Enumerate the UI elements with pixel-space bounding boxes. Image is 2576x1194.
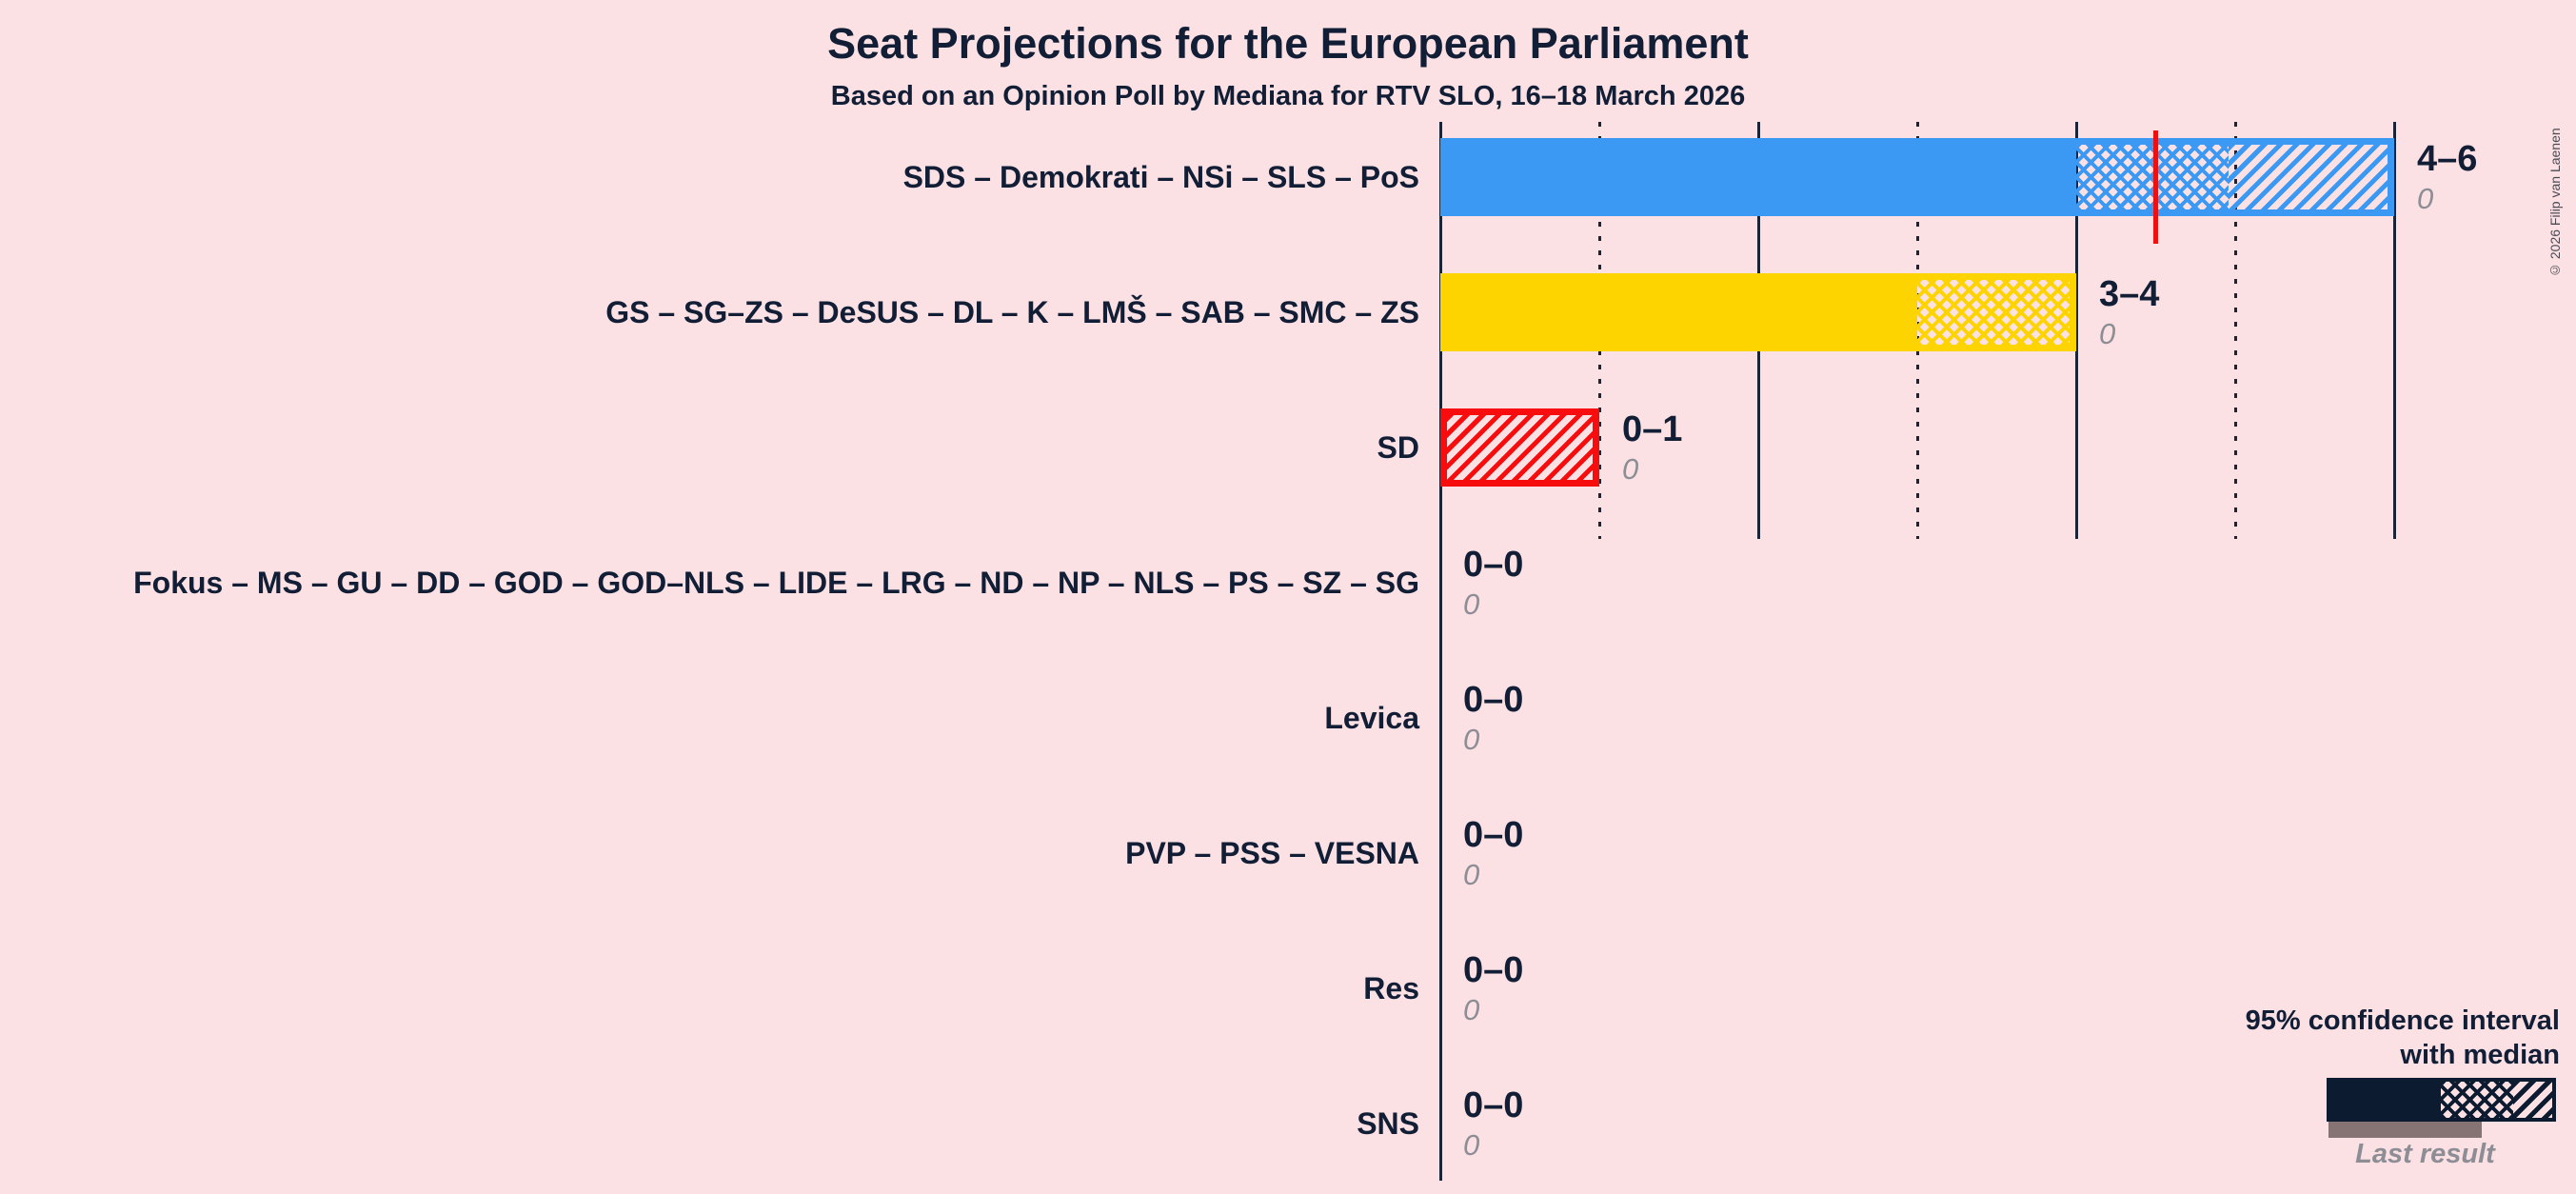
legend-ci-sample-bar <box>2327 1078 2556 1122</box>
bar-diagonal-hatch-2 <box>1447 415 1593 480</box>
bar-outlined-2 <box>1440 408 1599 487</box>
last-result-value-1: 0 <box>2099 317 2116 350</box>
party-label-0: SDS – Demokrati – NSi – SLS – PoS <box>902 160 1419 194</box>
chart-subtitle: Based on an Opinion Poll by Mediana for … <box>830 81 1746 111</box>
last-result-value-4: 0 <box>1463 723 1480 756</box>
bar-diagonal-hatch-0 <box>2229 145 2388 209</box>
party-label-1: GS – SG–ZS – DeSUS – DL – K – LMŠ – SAB … <box>605 295 1419 329</box>
gridline-dotted-5 <box>2233 122 2237 539</box>
bar-hatch-section-1 <box>1917 273 2076 351</box>
bar-hatch-section-0 <box>2076 138 2394 216</box>
bar-crosshatch-0 <box>2076 145 2229 209</box>
legend-diagonal-segment <box>2513 1082 2552 1118</box>
last-result-value-7: 0 <box>1463 1128 1480 1162</box>
ci-value-5: 0–0 <box>1463 815 1524 855</box>
value-group-7: 0–0 0 <box>1463 1084 1523 1164</box>
ci-value-1: 3–4 <box>2099 274 2160 314</box>
last-result-value-5: 0 <box>1463 858 1480 891</box>
legend-ci-text: 95% confidence interval with median <box>2246 1004 2560 1072</box>
party-label-6: Res <box>1363 971 1419 1005</box>
ci-value-0: 4–6 <box>2417 139 2478 179</box>
legend-ci-line2: with median <box>2400 1040 2560 1070</box>
value-group-1: 3–4 0 <box>2099 272 2159 352</box>
value-group-4: 0–0 0 <box>1463 678 1523 758</box>
value-group-5: 0–0 0 <box>1463 813 1523 893</box>
y-axis-line <box>1438 122 1442 1181</box>
last-result-value-0: 0 <box>2417 182 2434 215</box>
gridline-solid-6 <box>2392 122 2396 539</box>
ci-value-3: 0–0 <box>1463 545 1524 585</box>
party-label-2: SD <box>1377 430 1419 465</box>
last-result-value-3: 0 <box>1463 587 1480 621</box>
copyright-notice: © 2026 Filip van Laenen <box>2547 128 2563 278</box>
gridline-solid-4 <box>2074 122 2078 539</box>
party-label-7: SNS <box>1357 1106 1419 1141</box>
legend-solid-segment <box>2327 1078 2441 1122</box>
bar-crosshatch-1 <box>1917 280 2070 345</box>
legend-last-result-label: Last result <box>2355 1139 2495 1169</box>
party-label-5: PVP – PSS – VESNA <box>1125 836 1419 870</box>
value-group-2: 0–1 0 <box>1622 408 1682 488</box>
legend-hatch-segments <box>2441 1078 2556 1122</box>
last-result-value-6: 0 <box>1463 993 1480 1026</box>
bar-solid-0 <box>1440 138 2076 216</box>
party-label-4: Levica <box>1324 701 1419 735</box>
ci-value-7: 0–0 <box>1463 1085 1524 1125</box>
value-group-0: 4–6 0 <box>2417 137 2477 217</box>
value-group-6: 0–0 0 <box>1463 948 1523 1028</box>
legend-last-result-bar <box>2328 1122 2482 1138</box>
last-result-value-2: 0 <box>1622 452 1639 486</box>
ci-value-6: 0–0 <box>1463 950 1524 990</box>
legend-crosshatch-segment <box>2441 1082 2513 1118</box>
median-line-0 <box>2153 130 2158 244</box>
chart-title: Seat Projections for the European Parlia… <box>827 19 1749 68</box>
legend-ci-line1: 95% confidence interval <box>2245 1005 2560 1036</box>
value-group-3: 0–0 0 <box>1463 543 1523 623</box>
party-label-3: Fokus – MS – GU – DD – GOD – GOD–NLS – L… <box>133 566 1419 600</box>
bar-solid-1 <box>1440 273 1917 351</box>
ci-value-4: 0–0 <box>1463 680 1524 720</box>
ci-value-2: 0–1 <box>1622 409 1683 449</box>
